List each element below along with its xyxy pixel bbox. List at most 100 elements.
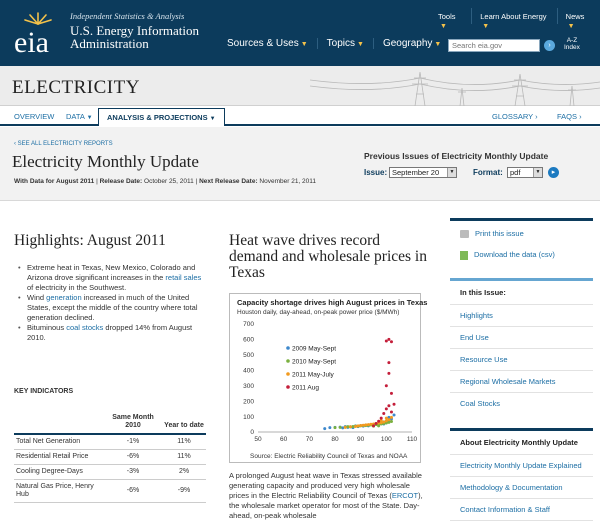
about-link-contact[interactable]: Contact Information & Staff	[450, 499, 593, 521]
hl-text: Wind	[27, 293, 47, 302]
data-point	[361, 423, 365, 427]
y-tick-label: 100	[243, 414, 254, 421]
issue-label: Issue:	[364, 168, 388, 177]
price-scatter-chart: Capacity shortage drives high August pri…	[229, 293, 427, 463]
data-point	[389, 340, 393, 344]
chevron-down-icon: ▼	[533, 168, 542, 177]
article-text: A prolonged August heat wave in Texas st…	[229, 471, 422, 500]
download-data-link[interactable]: Download the data (csv)	[450, 244, 593, 266]
print-issue-link[interactable]: Print this issue	[450, 221, 593, 244]
caret-down-icon: ▼	[300, 41, 308, 48]
agency-name-line2: Administration	[70, 36, 149, 51]
format-select[interactable]: pdf ▼	[507, 167, 543, 178]
generation-link[interactable]: generation	[46, 293, 82, 302]
caret-down-icon: ▼	[482, 23, 490, 30]
indicator-value: -6%	[104, 479, 162, 503]
see-all-reports-link[interactable]: ‹ SEE ALL ELECTRICITY REPORTS	[14, 141, 113, 147]
y-tick-label: 400	[243, 367, 254, 374]
table-row: Total Net Generation -1% 11%	[14, 434, 206, 450]
previous-issues-box: Previous Issues of Electricity Monthly U…	[352, 143, 600, 199]
list-item: Bituminous coal stocks dropped 14% from …	[18, 323, 203, 343]
tab-overview[interactable]: OVERVIEW	[14, 112, 55, 121]
in-this-issue-box: In this Issue: Highlights End Use Resour…	[450, 278, 593, 414]
tab-analysis-label: ANALYSIS & PROJECTIONS	[107, 113, 208, 122]
issue-link-resource-use[interactable]: Resource Use	[450, 349, 593, 371]
news-menu[interactable]: News ▼	[556, 8, 600, 30]
about-link-methodology[interactable]: Methodology & Documentation	[450, 477, 593, 499]
data-point	[382, 420, 386, 424]
issue-link-end-use[interactable]: End Use	[450, 327, 593, 349]
data-point	[369, 422, 373, 426]
glossary-link[interactable]: GLOSSARY ›	[492, 112, 538, 121]
table-row: Cooling Degree-Days -3% 2%	[14, 464, 206, 480]
search-input[interactable]	[448, 39, 540, 52]
data-point	[354, 424, 358, 428]
data-point	[338, 425, 342, 429]
go-arrow-icon[interactable]: ▸	[548, 167, 559, 178]
az-index-link[interactable]: A-Z Index	[564, 37, 580, 51]
learn-label: Learn About Energy	[480, 12, 547, 21]
issue-link-coal-stocks[interactable]: Coal Stocks	[460, 399, 501, 408]
indicator-value: -3%	[104, 464, 162, 480]
nav-topics[interactable]: Topics ▼	[316, 38, 373, 49]
indicator-value: 2%	[162, 464, 206, 480]
eia-logo-icon[interactable]	[8, 10, 63, 55]
issue-link-wholesale-markets[interactable]: Regional Wholesale Markets	[450, 371, 593, 393]
data-point	[351, 424, 355, 428]
data-point	[387, 404, 391, 408]
highlights-list: Extreme heat in Texas, New Mexico, Color…	[18, 263, 203, 343]
data-point	[379, 416, 383, 420]
highlights-heading: Highlights: August 2011	[14, 232, 166, 249]
main-nav: Sources & Uses ▼ Topics ▼ Geography ▼	[218, 38, 450, 49]
tools-box: Print this issue Download the data (csv)	[450, 218, 593, 266]
about-link-explained[interactable]: Electricity Monthly Update Explained	[450, 455, 593, 477]
list-item: Wind generation increased in much of the…	[18, 293, 203, 323]
indicator-value: -9%	[162, 479, 206, 503]
data-point	[343, 425, 347, 429]
retail-sales-link[interactable]: retail sales	[165, 273, 202, 282]
x-tick-label: 100	[381, 436, 392, 443]
about-box: About Electricity Monthly Update Electri…	[450, 428, 593, 521]
release-date-label: Release Date:	[99, 178, 143, 185]
release-date: October 25, 2011	[144, 178, 194, 185]
issue-link-highlights[interactable]: Highlights	[450, 305, 593, 327]
caret-down-icon: ▼	[357, 41, 364, 48]
legend-label: 2011 May-July	[292, 371, 335, 378]
legend-marker	[286, 372, 290, 376]
column-header: Year to date	[162, 414, 206, 435]
nav-sources-uses[interactable]: Sources & Uses ▼	[218, 38, 317, 49]
eia-logo-text[interactable]: eia	[14, 26, 49, 59]
caret-down-icon: ▼	[440, 23, 447, 30]
search-go-icon[interactable]: ›	[544, 40, 555, 51]
faqs-link[interactable]: FAQS ›	[557, 112, 582, 121]
coal-stocks-link[interactable]: coal stocks	[66, 323, 104, 332]
caret-down-icon: ▼	[434, 41, 442, 48]
tools-menu[interactable]: Tools ▼	[430, 8, 471, 30]
utility-links: Tools ▼ Learn About Energy ▼ News ▼	[430, 8, 600, 30]
data-point	[387, 418, 391, 422]
section-subnav: OVERVIEW DATA ▼ ANALYSIS & PROJECTIONS ▼…	[0, 106, 600, 126]
data-point	[387, 420, 391, 424]
learn-about-energy-menu[interactable]: Learn About Energy ▼	[471, 8, 556, 30]
agency-name-line1: U.S. Energy Information	[70, 23, 200, 38]
report-header: ‹ SEE ALL ELECTRICITY REPORTS Electricit…	[0, 127, 600, 201]
data-point	[392, 413, 396, 417]
data-point	[328, 426, 332, 430]
section-title: ELECTRICITY	[12, 77, 140, 98]
agency-name[interactable]: U.S. Energy Information Administration	[70, 24, 199, 50]
chevron-down-icon: ▼	[447, 168, 456, 177]
caret-down-icon: ▼	[209, 116, 216, 122]
issue-select[interactable]: September 20 ▼	[389, 167, 457, 178]
about-heading: About Electricity Monthly Update	[450, 431, 593, 455]
caret-down-icon: ▼	[86, 115, 93, 121]
index-label: Index	[564, 44, 580, 51]
ercot-link[interactable]: ERCOT	[391, 491, 419, 500]
indicator-label: Natural Gas Price, Henry Hub	[14, 479, 104, 503]
data-point	[384, 419, 388, 423]
tab-analysis-projections[interactable]: ANALYSIS & PROJECTIONS ▼	[98, 108, 225, 126]
indicator-value: -6%	[104, 449, 162, 465]
nav-geography[interactable]: Geography ▼	[372, 38, 450, 49]
data-point	[382, 411, 386, 415]
tab-data[interactable]: DATA ▼	[66, 112, 93, 121]
data-point	[356, 424, 360, 428]
